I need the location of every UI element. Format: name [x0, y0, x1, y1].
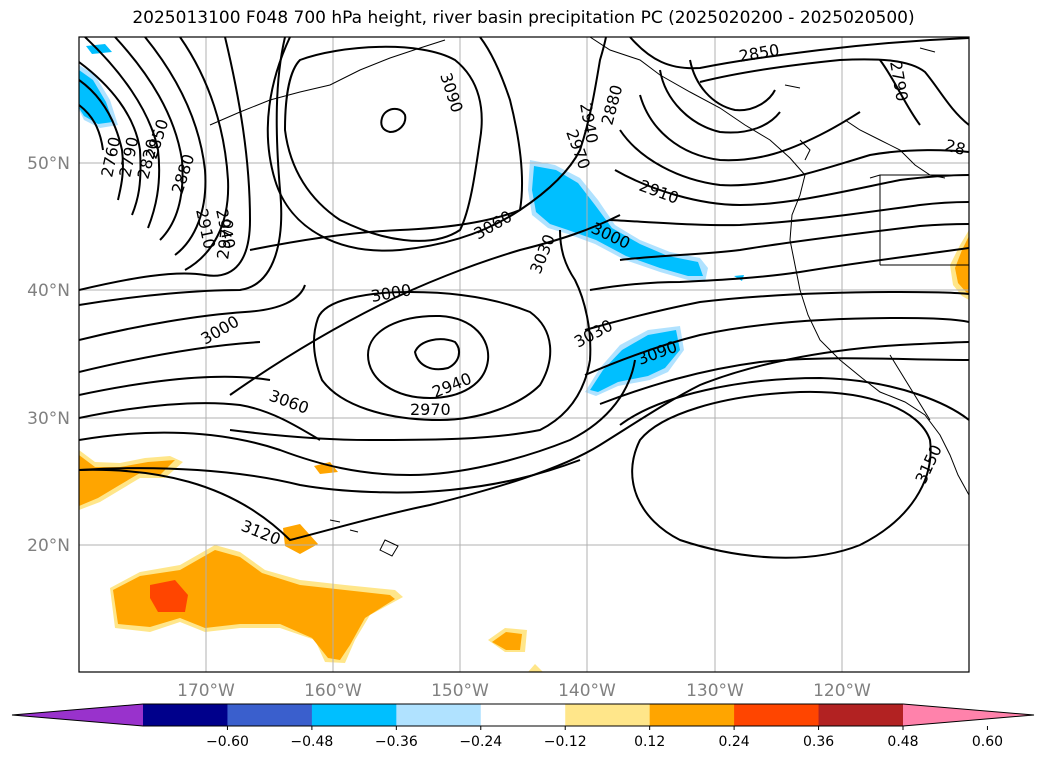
precip-positive-areas [79, 230, 969, 672]
lat-label-50n: 50°N [27, 154, 70, 174]
colorbar-tick-label: −0.60 [206, 734, 249, 750]
map-title: 2025013100 F048 700 hPa height, river ba… [132, 8, 915, 28]
colorbar-extend-low [12, 704, 143, 726]
colorbar-segment [649, 704, 735, 726]
lon-label-140w: 140°W [558, 681, 616, 701]
map-frame [78, 36, 970, 673]
colorbar-tick-label: 0.12 [634, 734, 665, 750]
height-contours [79, 37, 969, 559]
colorbar-segment [396, 704, 482, 726]
colorbar-tick-label: −0.36 [375, 734, 418, 750]
lon-label-160w: 160°W [304, 681, 362, 701]
lat-label-20n: 20°N [27, 536, 70, 556]
colorbar-extend-high [903, 704, 1034, 726]
longitude-labels: 170°W 160°W 150°W 140°W 130°W 120°W [177, 681, 871, 701]
lon-label-150w: 150°W [431, 681, 489, 701]
lat-label-30n: 30°N [27, 409, 70, 429]
colorbar-segment [565, 704, 651, 726]
coastlines [209, 37, 969, 557]
colorbar-segment [311, 704, 397, 726]
colorbar-segment [227, 704, 313, 726]
colorbar-segment [143, 704, 228, 726]
colorbar-tick-label: 0.36 [803, 734, 834, 750]
lon-label-130w: 130°W [686, 681, 744, 701]
colorbar-tick-label: −0.24 [459, 734, 502, 750]
colorbar: −0.60 −0.48 −0.36 −0.24 −0.12 0.12 0.24 0.36 0.4… [11, 703, 1035, 750]
colorbar-segment [818, 704, 904, 726]
colorbar-segment [734, 704, 820, 726]
colorbar-tick-label: 0.48 [887, 734, 918, 750]
colorbar-tick-label: 0.60 [972, 734, 1003, 750]
colorbar-tick-label: −0.12 [544, 734, 587, 750]
latitude-labels: 50°N 40°N 30°N 20°N [27, 154, 70, 556]
colorbar-outline [11, 703, 1035, 727]
contour-label-28-edge: 28 [943, 136, 968, 160]
colorbar-segment [480, 704, 566, 726]
lon-label-170w: 170°W [177, 681, 235, 701]
contour-label-2970-low: 2970 [410, 400, 451, 419]
colorbar-tick-label: 0.24 [719, 734, 750, 750]
lat-label-40n: 40°N [27, 281, 70, 301]
lon-label-120w: 120°W [813, 681, 871, 701]
colorbar-tick-label: −0.48 [290, 734, 333, 750]
